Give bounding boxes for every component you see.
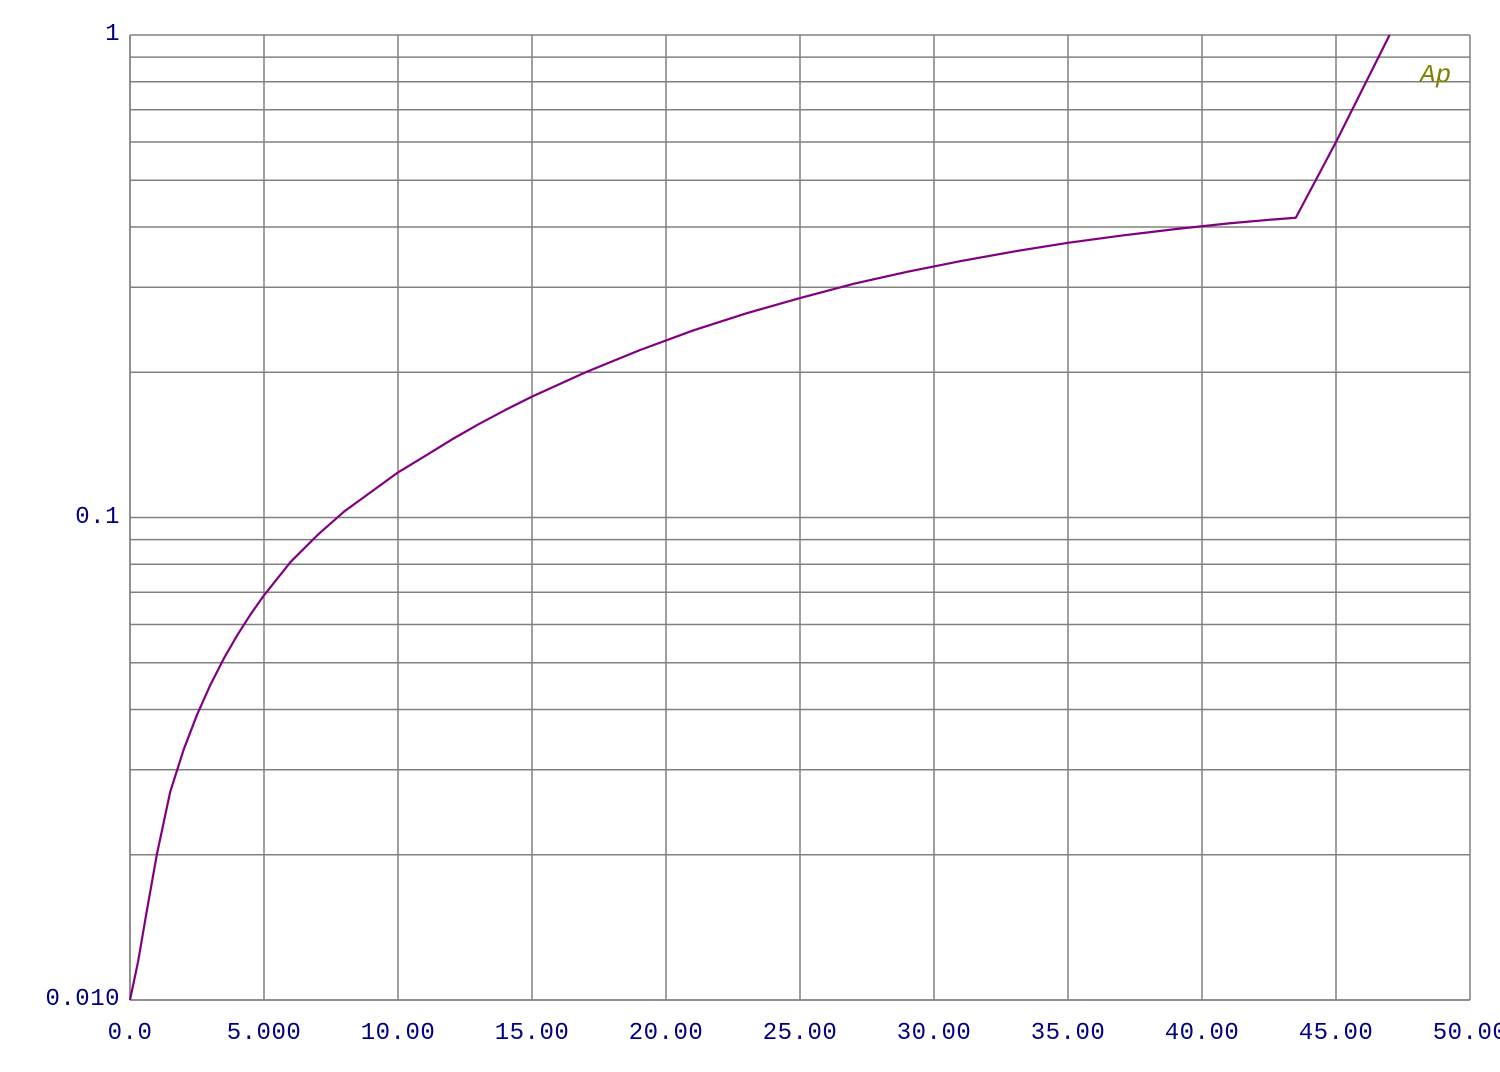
x-tick-label: 30.00 xyxy=(884,1020,984,1047)
chart-container: 0.010 0.1 1 0.0 5.000 10.00 15.00 20.00 25.00 30.… xyxy=(0,0,1500,1072)
x-tick-label: 35.00 xyxy=(1018,1020,1118,1047)
x-tick-label: 0.0 xyxy=(80,1020,180,1047)
legend-label-ap: Ap xyxy=(1420,60,1451,90)
y-tick-label: 0.1 xyxy=(75,504,120,531)
x-tick-label: 50.00 xyxy=(1420,1020,1500,1047)
x-tick-label: 40.00 xyxy=(1152,1020,1252,1047)
x-tick-label: 5.000 xyxy=(214,1020,314,1047)
x-tick-label: 10.00 xyxy=(348,1020,448,1047)
x-tick-label: 45.00 xyxy=(1286,1020,1386,1047)
y-tick-label: 0.010 xyxy=(45,986,120,1013)
x-tick-label: 20.00 xyxy=(616,1020,716,1047)
chart-svg xyxy=(0,0,1500,1072)
x-tick-label: 25.00 xyxy=(750,1020,850,1047)
y-tick-label: 1 xyxy=(105,21,120,48)
x-tick-label: 15.00 xyxy=(482,1020,582,1047)
